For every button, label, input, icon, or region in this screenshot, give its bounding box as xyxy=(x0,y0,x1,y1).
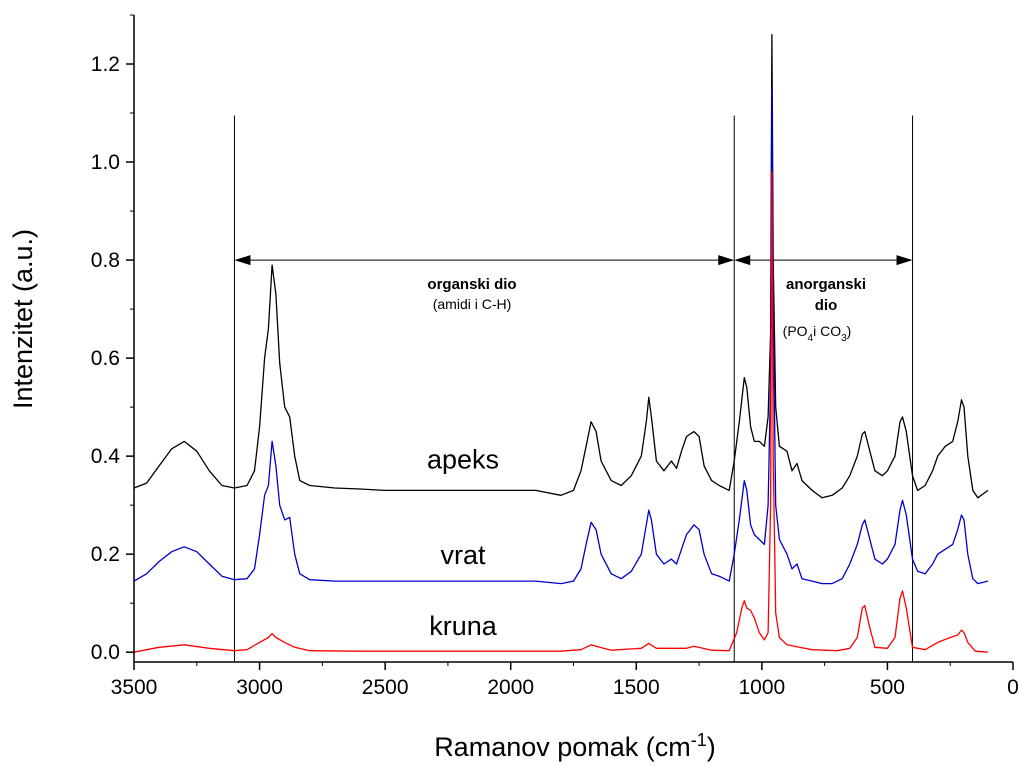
axes: 3500 3000 2500 2000 1500 1000 500 0 0.0 0.2 0.4 0.6… xyxy=(91,14,1019,699)
x-tick-label: 3500 xyxy=(111,676,158,699)
y-tick-label: 0.8 xyxy=(91,249,120,272)
trace-label-apeks: apeks xyxy=(427,444,499,474)
x-axis-title: Ramanov pomak (cm-1) xyxy=(434,730,716,762)
trace-label-kruna: kruna xyxy=(429,611,498,641)
y-tick-label: 0.6 xyxy=(91,347,120,370)
y-tick-label: 1.2 xyxy=(91,53,120,76)
y-tick-label: 1.0 xyxy=(91,151,120,174)
region-arrowhead-right xyxy=(896,255,913,266)
y-axis-title: Intenzitet (a.u.) xyxy=(8,229,38,409)
region-inorganic-subtitle: (PO4i CO3) xyxy=(783,323,852,344)
region-inorganic-title-line2: dio xyxy=(815,297,838,314)
region-arrowhead-left xyxy=(234,255,251,266)
region-organic-subtitle: (amidi i C-H) xyxy=(433,296,512,312)
x-tick-label: 1500 xyxy=(613,676,660,699)
x-tick-label: 2000 xyxy=(487,676,534,699)
plot-area: apeks vrat kruna xyxy=(133,33,989,662)
series-line-vrat xyxy=(133,87,989,585)
trace-label-vrat: vrat xyxy=(440,540,486,570)
region-inorganic-title-line1: anorganski xyxy=(786,276,866,293)
region-organic-title: organski dio xyxy=(427,276,516,293)
x-tick-label: 1000 xyxy=(738,676,785,699)
y-tick-label: 0.2 xyxy=(91,543,120,566)
x-tick-label: 2500 xyxy=(362,676,409,699)
series-line-kruna xyxy=(133,171,988,653)
y-tick-label: 0.4 xyxy=(91,445,121,468)
x-tick-label: 500 xyxy=(870,676,905,699)
x-tick-label: 3000 xyxy=(236,676,283,699)
region-arrowhead-left xyxy=(734,255,751,266)
region-arrowhead-right xyxy=(718,255,735,266)
series-line-apeks xyxy=(133,33,989,499)
x-tick-label: 0 xyxy=(1007,676,1019,699)
y-tick-label: 0.0 xyxy=(91,641,120,664)
